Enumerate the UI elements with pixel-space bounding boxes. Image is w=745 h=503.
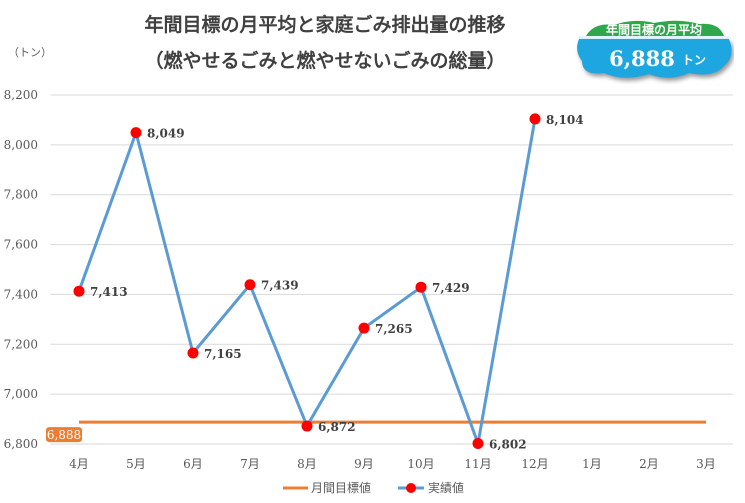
y-tick-label: 7,400 — [4, 287, 38, 301]
y-tick-label: 8,000 — [4, 138, 38, 152]
badge-bottom-shape — [577, 39, 732, 78]
x-tick-label: 2月 — [639, 457, 659, 471]
chart-subtitle: （燃やせるごみと燃やせないごみの総量） — [144, 50, 506, 72]
y-tick-label: 8,200 — [4, 88, 38, 102]
y-tick-label: 7,600 — [4, 238, 38, 252]
target-data-label: 6,888 — [47, 428, 81, 442]
chart-title: 年間目標の月平均と家庭ごみ排出量の推移 — [144, 14, 506, 36]
badge-unit: トン — [682, 53, 706, 67]
actual-marker — [415, 281, 427, 293]
actual-marker — [358, 322, 370, 334]
actual-marker — [244, 279, 256, 291]
x-tick-label: 10月 — [407, 457, 434, 471]
actual-data-label: 6,802 — [489, 438, 527, 452]
legend-actual-label: 実績値 — [428, 480, 464, 495]
x-tick-label: 8月 — [297, 457, 317, 471]
target-label-bg — [46, 427, 82, 443]
x-tick-label: 12月 — [521, 457, 548, 471]
y-axis-unit: （トン） — [8, 46, 52, 59]
actual-data-label: 8,049 — [147, 127, 185, 141]
x-tick-label: 7月 — [240, 457, 260, 471]
actual-marker — [187, 347, 199, 359]
x-tick-label: 9月 — [354, 457, 374, 471]
badge-title: 年間目標の月平均 — [606, 22, 702, 37]
x-tick-label: 1月 — [582, 457, 602, 471]
actual-marker — [472, 438, 484, 450]
annual-target-badge: 年間目標の月平均 6,888 トン — [574, 16, 734, 86]
y-tick-label: 6,800 — [4, 437, 38, 451]
x-tick-label: 4月 — [69, 457, 89, 471]
y-tick-label: 7,000 — [4, 387, 38, 401]
actual-data-label: 7,429 — [432, 281, 470, 295]
badge-value: 6,888 — [609, 46, 675, 71]
legend-actual-marker — [406, 483, 416, 493]
y-tick-label: 7,200 — [4, 337, 38, 351]
actual-marker — [301, 420, 313, 432]
actual-marker — [130, 127, 142, 139]
actual-data-label: 7,165 — [204, 347, 242, 361]
actual-data-label: 7,265 — [375, 322, 413, 336]
x-tick-label: 3月 — [696, 457, 716, 471]
y-tick-label: 7,800 — [4, 188, 38, 202]
legend-target-label: 月間目標値 — [311, 480, 371, 495]
actual-data-label: 7,439 — [261, 279, 299, 293]
actual-data-label: 8,104 — [546, 113, 584, 127]
x-tick-label: 5月 — [126, 457, 146, 471]
x-tick-label: 6月 — [183, 457, 203, 471]
x-tick-label: 11月 — [464, 457, 491, 471]
actual-marker — [529, 113, 541, 125]
actual-data-label: 6,872 — [318, 420, 356, 434]
actual-marker — [73, 285, 85, 297]
actual-data-label: 7,413 — [90, 285, 128, 299]
badge-top-shape — [586, 20, 724, 36]
